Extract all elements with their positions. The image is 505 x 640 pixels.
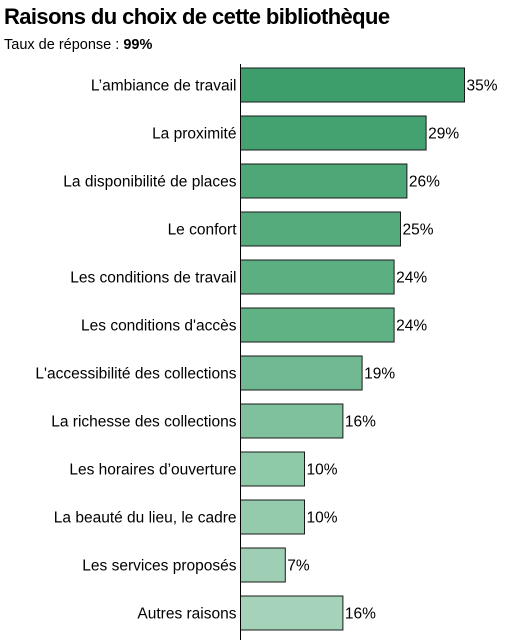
bar-group: La disponibilité de places 26% — [63, 163, 440, 199]
category-label: L'accessibilité des collections — [35, 366, 236, 383]
bar — [240, 259, 395, 295]
bar-group: La beauté du lieu, le cadre 10% — [54, 499, 338, 535]
value-label: 26% — [409, 174, 440, 191]
bars-layer: L’ambiance de travail 35%La proximité 29%L… — [35, 67, 498, 631]
category-label: La richesse des collections — [51, 414, 236, 431]
value-label: 16% — [345, 414, 376, 431]
category-label: Le confort — [168, 222, 238, 239]
bar-group: L'accessibilité des collections 19% — [35, 355, 395, 391]
bar-group: L’ambiance de travail 35% — [91, 67, 498, 103]
category-label: Les services proposés — [82, 558, 236, 575]
value-label: 29% — [428, 126, 459, 143]
bar — [240, 67, 465, 103]
chart-subtitle: Taux de réponse : 99% — [4, 36, 152, 54]
bar — [240, 547, 286, 583]
chart-title: Raisons du choix de cette bibliothèque — [4, 4, 390, 29]
category-label: La beauté du lieu, le cadre — [54, 510, 237, 527]
value-label: 10% — [307, 462, 338, 479]
value-label: 16% — [345, 606, 376, 623]
bar-group: Le confort 25% — [168, 211, 434, 247]
bar — [240, 115, 427, 151]
bar-group: Les conditions d'accès 24% — [81, 307, 427, 343]
category-label: Les conditions d'accès — [81, 318, 237, 335]
bar-group: Les services proposés 7% — [82, 547, 310, 583]
value-label: 7% — [287, 558, 310, 575]
bar-group: Les horaires d’ouverture 10% — [69, 451, 338, 487]
response-rate-value: 99% — [123, 37, 153, 53]
bar-group: Les conditions de travail 24% — [70, 259, 427, 295]
category-label: Autres raisons — [137, 606, 236, 623]
category-label: La proximité — [152, 126, 236, 143]
bar — [240, 499, 305, 535]
value-label: 10% — [307, 510, 338, 527]
value-label: 24% — [396, 318, 427, 335]
bar — [240, 307, 395, 343]
bar — [240, 595, 344, 631]
bar-group: Autres raisons 16% — [137, 595, 376, 631]
value-label: 35% — [467, 78, 498, 95]
bar-group: La proximité 29% — [152, 115, 459, 151]
bar — [240, 355, 363, 391]
bar-group: La richesse des collections 16% — [51, 403, 376, 439]
category-label: La disponibilité de places — [63, 174, 236, 191]
bar — [240, 403, 344, 439]
category-label: Les conditions de travail — [70, 270, 236, 287]
bar — [240, 163, 408, 199]
value-label: 25% — [403, 222, 434, 239]
value-label: 24% — [396, 270, 427, 287]
category-label: L’ambiance de travail — [91, 78, 237, 95]
category-label: Les horaires d’ouverture — [69, 462, 236, 479]
value-label: 19% — [364, 366, 395, 383]
response-rate-label: Taux de réponse : — [4, 37, 124, 53]
bar — [240, 211, 401, 247]
bar — [240, 451, 305, 487]
